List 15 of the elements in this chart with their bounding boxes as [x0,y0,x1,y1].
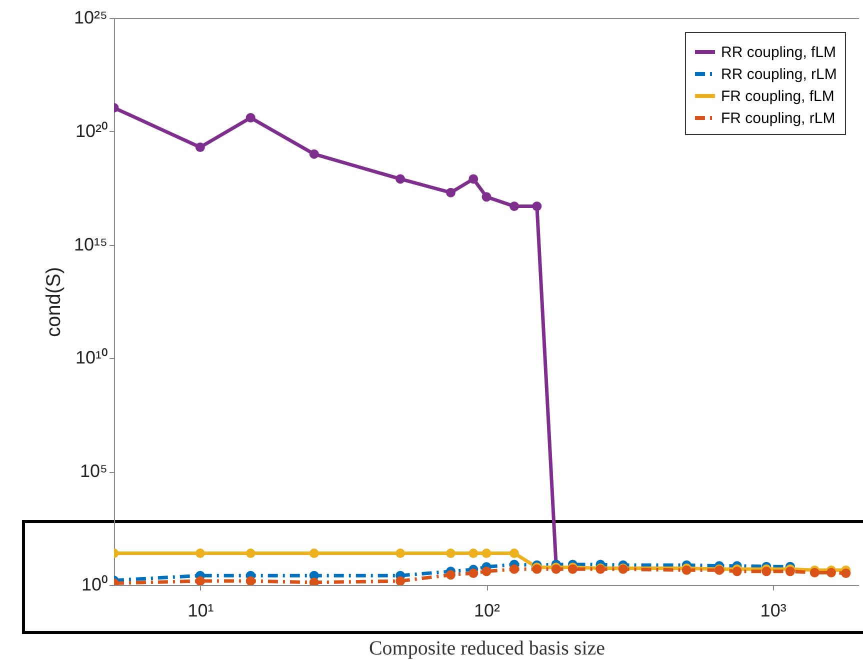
y-tick-label: 10²⁵ [74,8,108,28]
y-axis-title: cond(S) [43,266,66,338]
x-tick-label: 10¹ [188,600,214,620]
legend-label: RR coupling, rLM [721,66,837,83]
legend-label: FR coupling, rLM [721,110,836,127]
legend-label: FR coupling, fLM [721,88,834,105]
y-tick-label: 10⁰ [81,574,108,594]
y-tick-label: 10¹⁵ [74,234,108,254]
y-tick-label: 10²⁰ [75,120,108,141]
y-tick-label: 10⁵ [80,461,108,482]
legend-label: RR coupling, fLM [721,44,836,61]
x-tick-label: 10³ [760,600,786,620]
x-axis-title: Composite reduced basis size [368,638,606,660]
x-tick-label: 10² [474,600,500,620]
y-tick-label: 10¹⁰ [75,348,108,368]
